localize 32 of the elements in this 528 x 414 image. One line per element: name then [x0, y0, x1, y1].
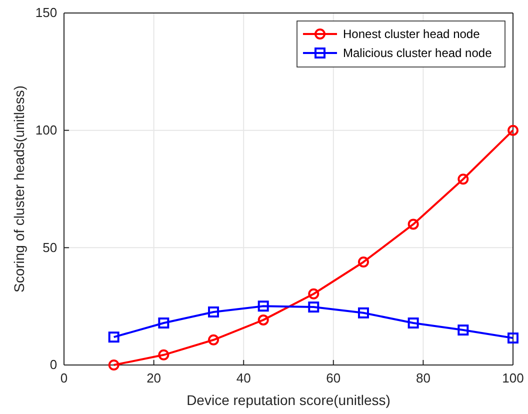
- point: [358, 256, 369, 268]
- y-tick-label: 150: [35, 5, 58, 20]
- point: [358, 307, 369, 318]
- legend-label: Honest cluster head node: [343, 27, 480, 41]
- point: [208, 306, 220, 318]
- point: [158, 349, 170, 360]
- point: [308, 288, 320, 300]
- x-tick-label: 20: [146, 370, 162, 386]
- y-axis-title: Scoring of cluster heads(unitless): [11, 86, 27, 292]
- point: [308, 302, 320, 313]
- x-axis-title: Device reputation score(unitless): [186, 392, 390, 408]
- x-tick-label: 80: [416, 370, 430, 386]
- point: [458, 174, 469, 185]
- y-tick-label: 100: [35, 122, 58, 138]
- x-tick-label: 60: [326, 370, 341, 386]
- x-tick-label: 0: [60, 370, 68, 386]
- point: [458, 324, 469, 336]
- point: [508, 332, 518, 344]
- y-tick-label: 50: [42, 240, 58, 255]
- point: [508, 124, 518, 136]
- point: [108, 360, 120, 370]
- point: [158, 317, 170, 328]
- y-tick-label: 0: [50, 357, 58, 372]
- point: [258, 300, 269, 312]
- point: [208, 334, 220, 346]
- point: [408, 218, 419, 230]
- legend-label: Malicious cluster head node: [343, 46, 492, 60]
- x-tick-label: 100: [502, 370, 524, 386]
- point: [408, 317, 419, 328]
- x-tick-label: 40: [236, 370, 251, 386]
- point: [108, 332, 120, 343]
- point: [258, 314, 269, 326]
